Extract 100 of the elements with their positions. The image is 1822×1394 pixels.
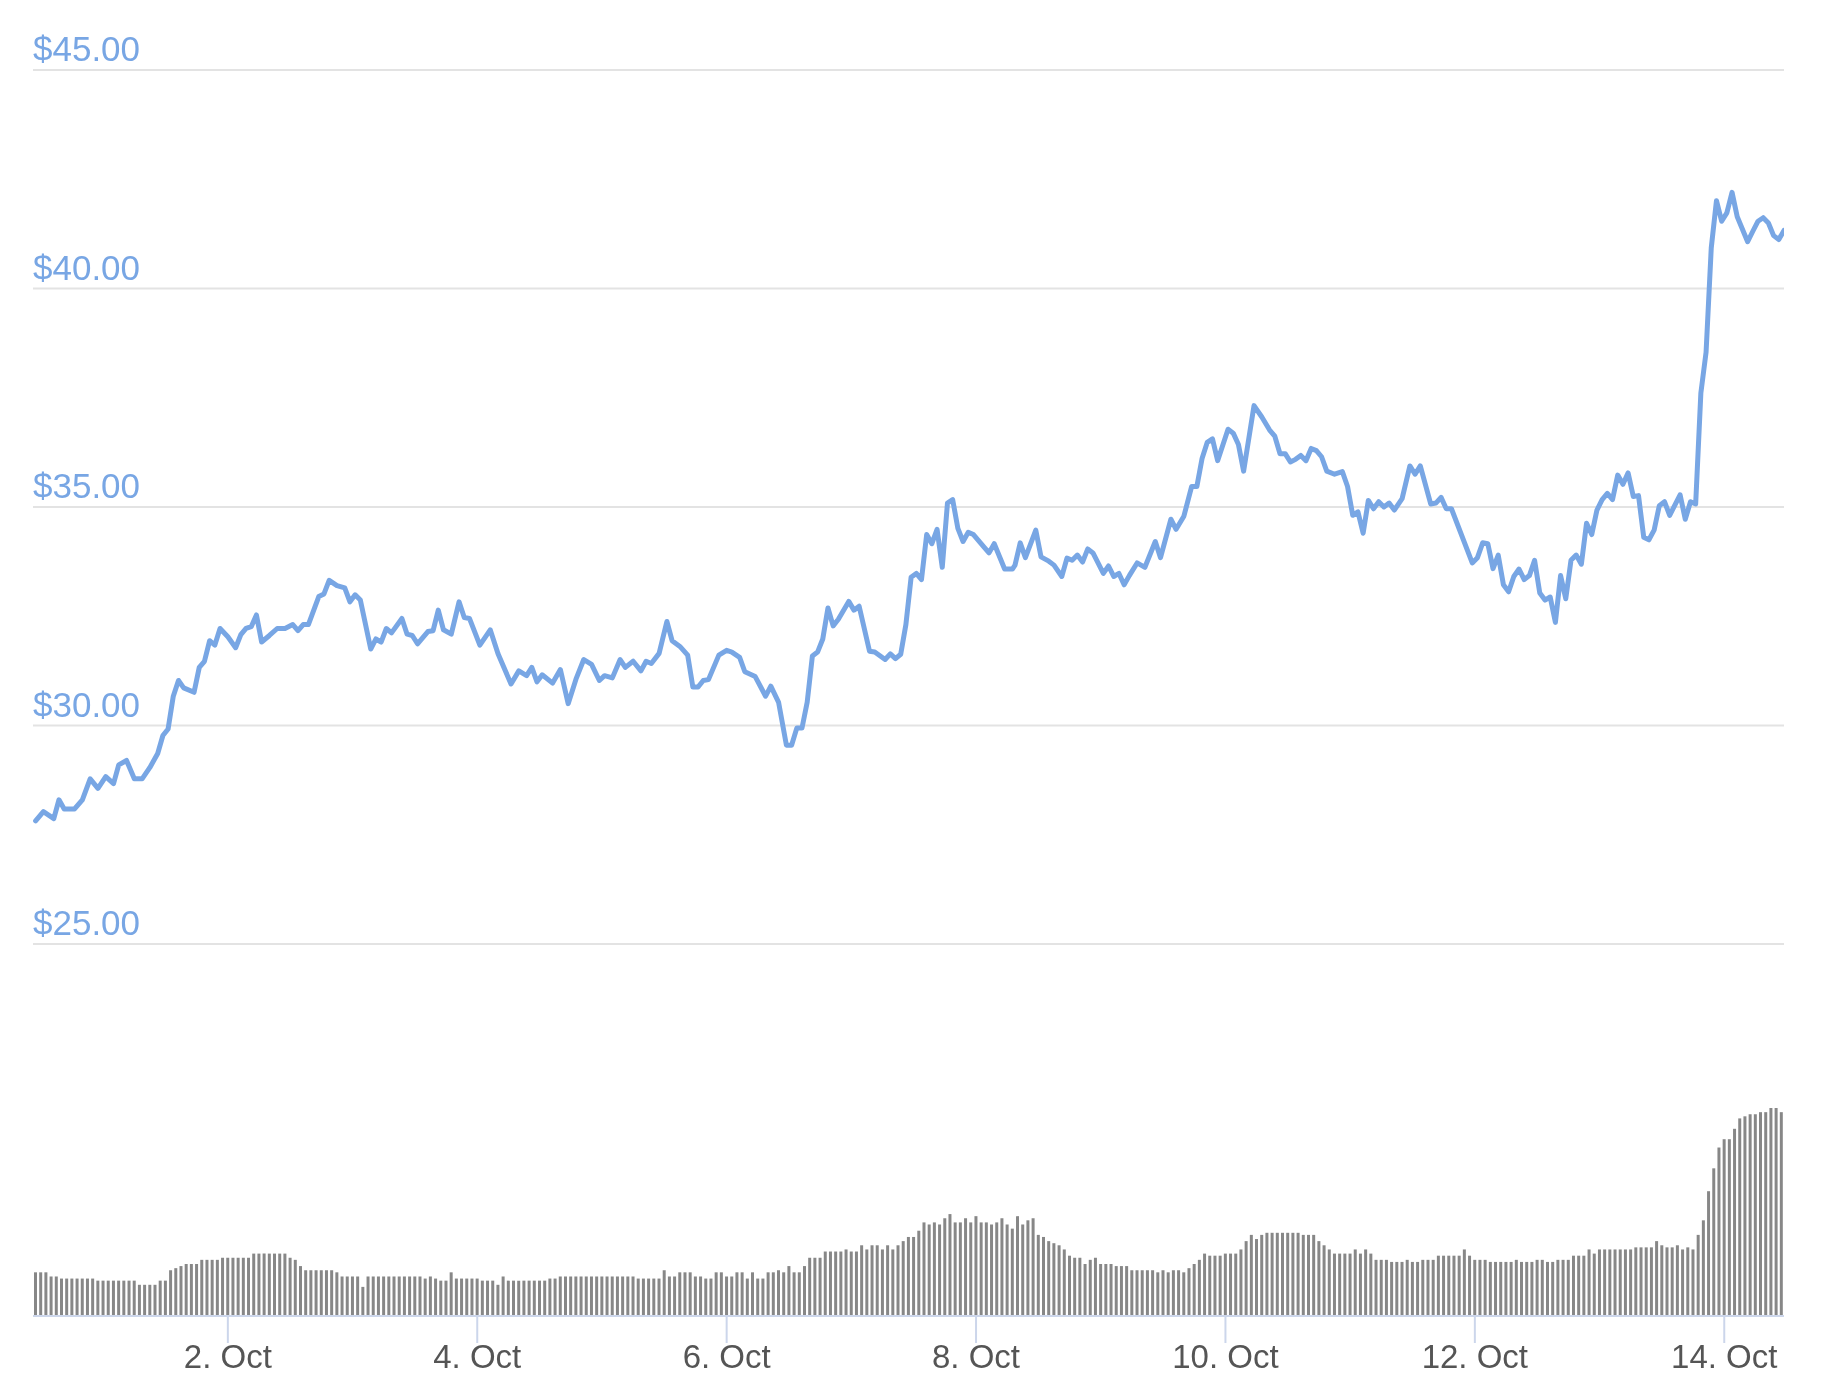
bar [179, 1266, 183, 1316]
bar [782, 1272, 786, 1316]
bar [1649, 1247, 1653, 1316]
bar [901, 1241, 905, 1316]
bar [221, 1257, 225, 1316]
bar [548, 1278, 552, 1316]
bar [1405, 1259, 1409, 1316]
bar [1525, 1261, 1529, 1316]
bar [1447, 1255, 1451, 1316]
bar [1390, 1261, 1394, 1316]
bar [1514, 1259, 1518, 1316]
bar [1275, 1232, 1279, 1316]
x-tick-label: 2. Oct [183, 1338, 272, 1376]
bar [1010, 1228, 1014, 1316]
bar [1442, 1255, 1446, 1316]
bar [1707, 1191, 1711, 1316]
bar [70, 1278, 74, 1316]
bar [1535, 1259, 1539, 1316]
bar [1099, 1264, 1103, 1316]
bar [667, 1276, 671, 1316]
bar [1171, 1270, 1175, 1316]
bar [1073, 1257, 1077, 1316]
bar [252, 1253, 256, 1316]
bar [1504, 1261, 1508, 1316]
bar [1509, 1261, 1513, 1316]
bar [626, 1276, 630, 1316]
bar [1712, 1168, 1716, 1316]
bar [371, 1276, 375, 1316]
bar [927, 1224, 931, 1316]
bar [298, 1266, 302, 1316]
bar [1306, 1234, 1310, 1316]
bar [891, 1249, 895, 1316]
bar [1675, 1245, 1679, 1316]
x-tick-label: 10. Oct [1172, 1338, 1279, 1376]
bar [449, 1272, 453, 1316]
bar [205, 1259, 209, 1316]
bar [1213, 1255, 1217, 1316]
bar [563, 1276, 567, 1316]
bar [470, 1278, 474, 1316]
bar [267, 1253, 271, 1316]
bar [486, 1280, 490, 1316]
bar [444, 1280, 448, 1316]
bar [740, 1272, 744, 1316]
bar [1104, 1264, 1108, 1316]
bar [1078, 1257, 1082, 1316]
bar [849, 1251, 853, 1316]
bar [886, 1245, 890, 1316]
bar [382, 1276, 386, 1316]
bar [75, 1278, 79, 1316]
x-tick-label: 4. Oct [433, 1338, 522, 1376]
bar [241, 1257, 245, 1316]
bar [1478, 1259, 1482, 1316]
bar [990, 1224, 994, 1316]
bar [361, 1286, 365, 1316]
bar [496, 1284, 500, 1316]
bar [1145, 1270, 1149, 1316]
bar [584, 1276, 588, 1316]
bar [652, 1278, 656, 1316]
bar [636, 1278, 640, 1316]
bar [1696, 1234, 1700, 1316]
bar [1197, 1259, 1201, 1316]
bar [1255, 1239, 1259, 1316]
bar [813, 1257, 817, 1316]
bar [1566, 1259, 1570, 1316]
bar [1681, 1249, 1685, 1316]
bar [215, 1259, 219, 1316]
bar [127, 1280, 131, 1316]
bar [1286, 1232, 1290, 1316]
bar [1036, 1234, 1040, 1316]
bar [247, 1257, 251, 1316]
bar [189, 1264, 193, 1316]
bar [756, 1278, 760, 1316]
bar [106, 1280, 110, 1316]
bar [1208, 1255, 1212, 1316]
bar [605, 1276, 609, 1316]
bar [1281, 1232, 1284, 1316]
bar [569, 1276, 573, 1316]
bar [376, 1276, 380, 1316]
bar [631, 1276, 635, 1316]
bar [1041, 1236, 1045, 1316]
bar [210, 1259, 214, 1316]
bar [293, 1259, 297, 1316]
bar [309, 1270, 313, 1316]
bar [657, 1278, 661, 1316]
bar [1026, 1220, 1030, 1316]
bar [839, 1251, 843, 1316]
bar [823, 1251, 827, 1316]
bar [1421, 1259, 1425, 1316]
bar [1416, 1261, 1420, 1316]
bar [517, 1280, 521, 1316]
bar [1088, 1259, 1092, 1316]
bar [283, 1253, 287, 1316]
bar [1192, 1264, 1196, 1316]
bar [174, 1268, 178, 1316]
bar [1613, 1249, 1617, 1316]
bar [1016, 1216, 1020, 1316]
bar [1520, 1261, 1524, 1316]
bar [662, 1270, 666, 1316]
bar [1291, 1232, 1295, 1316]
bar [1774, 1108, 1778, 1316]
